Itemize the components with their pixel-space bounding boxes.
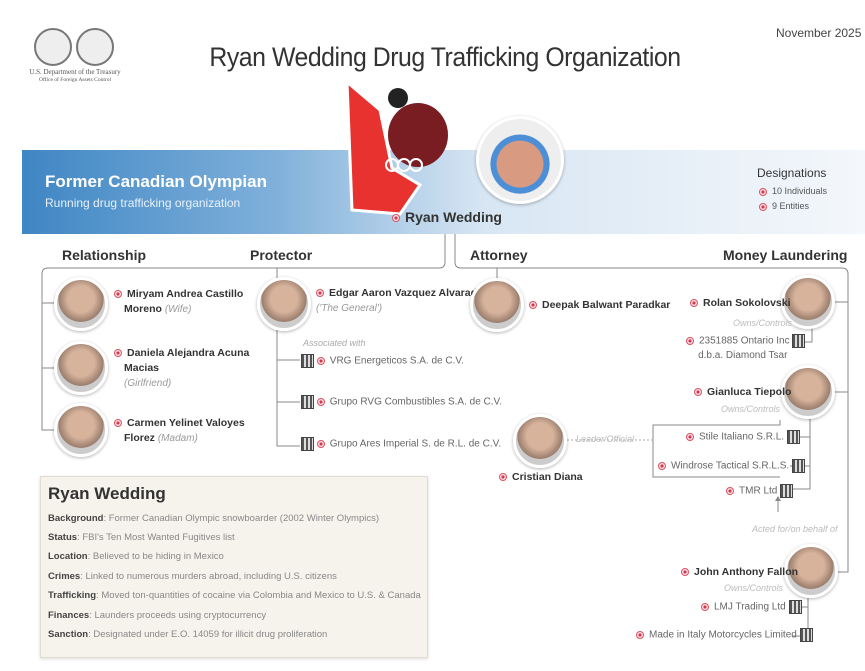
profile-card (40, 476, 428, 658)
person-photo (54, 277, 108, 331)
building-icon (786, 430, 800, 444)
profile-row: Crimes: Linked to numerous murders abroa… (48, 571, 337, 582)
profile-row: Status: FBI's Ten Most Wanted Fugitives … (48, 532, 235, 543)
entity-stile: Stile Italiano S.R.L. (686, 430, 800, 444)
person-john: John Anthony Fallon (681, 565, 798, 580)
dot-icon (114, 349, 122, 358)
building-icon (301, 395, 314, 409)
dot-icon (658, 462, 666, 470)
treasury-seal-logo (34, 28, 72, 66)
banner (22, 150, 865, 234)
designations: Designations 10 Individuals 9 Entities (757, 166, 827, 214)
dot-icon (726, 487, 734, 495)
ofac-logo (76, 28, 114, 66)
dot-icon (686, 433, 694, 441)
designations-title: Designations (757, 166, 827, 180)
profile-row: Sanction: Designated under E.O. 14059 fo… (48, 629, 328, 640)
person-photo (470, 278, 524, 332)
central-name: Ryan Wedding (392, 209, 502, 225)
building-icon (791, 459, 805, 473)
profile-row: Location: Believed to be hiding in Mexic… (48, 551, 224, 562)
person-miryam: Miryam Andrea Castillo Moreno (Wife) (114, 287, 243, 317)
profile-title: Ryan Wedding (48, 484, 166, 503)
snowboarder-image (388, 103, 448, 167)
dot-icon (681, 568, 689, 577)
person-deepak: Deepak Balwant Paradkar (529, 298, 670, 313)
dot-icon (114, 290, 122, 299)
person-rolan: Rolan Sokolovski (690, 296, 791, 311)
dot-icon (694, 388, 702, 397)
entity-vrg: VRG Energeticos S.A. de C.V. (301, 354, 464, 368)
person-carmen: Carmen Yelinet Valoyes Florez (Madam) (114, 416, 245, 446)
person-photo (784, 544, 838, 598)
dot-icon (759, 187, 767, 196)
date: November 2025 (776, 26, 862, 40)
person-photo (54, 341, 108, 395)
building-icon (301, 437, 314, 451)
banner-subheading: Running drug trafficking organization (45, 196, 241, 210)
building-icon (799, 628, 813, 642)
page-title: Ryan Wedding Drug Trafficking Organizati… (209, 42, 681, 72)
dot-icon (316, 398, 325, 406)
entity-windrose: Windrose Tactical S.R.L.S. (658, 459, 805, 473)
person-photo (781, 275, 835, 329)
entity-tmr: TMR Ltd (726, 484, 794, 498)
person-photo (257, 277, 311, 331)
section-attorney: Attorney (470, 247, 528, 263)
dot-icon (316, 357, 325, 365)
entity-ontario: 2351885 Ontario Inc d.b.a. Diamond Tsar (686, 334, 806, 363)
building-icon (788, 600, 802, 614)
canada-flag-icon (345, 78, 423, 216)
profile-row: Background: Former Canadian Olympic snow… (48, 513, 380, 524)
treasury-label: U.S. Department of the Treasury (29, 68, 121, 76)
ryan-wedding-photo (476, 116, 564, 204)
section-relationship: Relationship (62, 247, 147, 263)
associated-label: Associated with (303, 338, 366, 348)
section-protector: Protector (250, 247, 313, 263)
entity-grupo-rvg: Grupo RVG Combustibles S.A. de C.V. (301, 395, 502, 409)
ofac-label: Office of Foreign Assets Control (38, 77, 111, 83)
dot-icon (690, 299, 698, 308)
dot-icon (759, 202, 767, 211)
building-icon (780, 484, 794, 498)
profile-row: Finances: Launders proceeds using crypto… (48, 610, 267, 621)
banner-heading: Former Canadian Olympian (45, 172, 267, 191)
owns-controls-label: Owns/Controls (733, 318, 793, 328)
person-daniela: Daniela Alejandra Acuna Macias (Girlfriend… (114, 346, 249, 391)
dot-icon (529, 301, 537, 310)
owns-controls-label: Owns/Controls (724, 583, 784, 593)
dot-icon (499, 473, 507, 482)
building-icon (301, 354, 314, 368)
section-money-laundering: Money Laundering (723, 247, 848, 263)
person-cristian: Cristian Diana (499, 470, 583, 485)
person-gianluca: Gianluca Tiepolo (694, 385, 791, 400)
dot-icon (114, 419, 122, 428)
person-edgar: Edgar Aaron Vazquez Alvarado ('The Genera… (316, 287, 484, 314)
dot-icon (701, 603, 709, 611)
person-photo (513, 414, 567, 468)
entity-lmj: LMJ Trading Ltd (701, 600, 802, 614)
dot-icon (686, 337, 694, 345)
person-photo (781, 365, 835, 419)
profile-row: Trafficking: Moved ton-quantities of coc… (48, 590, 421, 601)
entity-made-in-italy: Made in Italy Motorcycles Limited (636, 628, 813, 642)
leader-official-label: Leader/Official (576, 434, 635, 444)
owns-controls-label: Owns/Controls (721, 404, 781, 414)
dot-icon (316, 440, 325, 448)
entity-grupo-ares: Grupo Ares Imperial S. de R.L. de C.V. (301, 437, 501, 451)
designation-individuals: 10 Individuals (759, 184, 827, 199)
dot-icon (636, 631, 644, 639)
person-photo (54, 403, 108, 457)
sanctioned-dot-icon (392, 214, 400, 223)
designation-entities: 9 Entities (759, 199, 827, 214)
acted-for-label: Acted for/on behalf of (752, 524, 838, 534)
dot-icon (316, 289, 324, 298)
building-icon (792, 334, 806, 348)
